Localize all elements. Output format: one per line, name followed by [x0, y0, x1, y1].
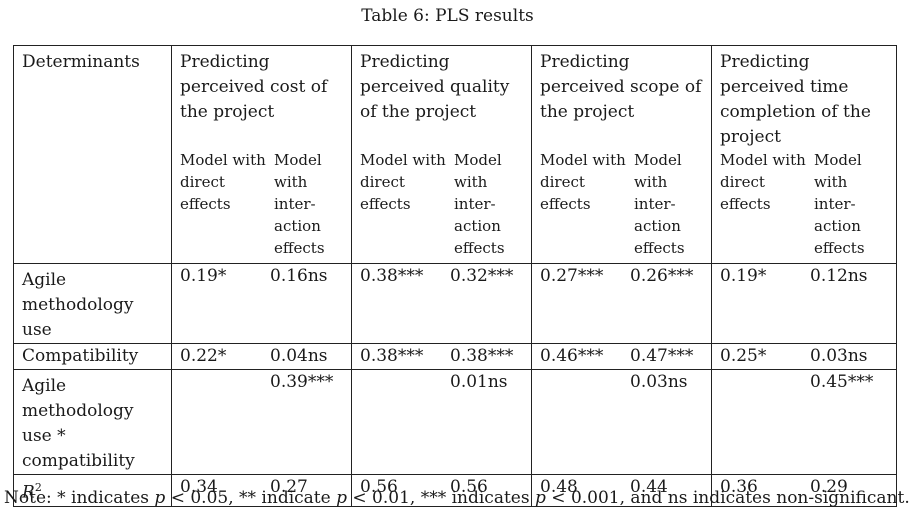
cell-value: 0.03ns [630, 372, 688, 392]
cell-value [172, 370, 270, 395]
row-label: Agile methodology use * compatibility [13, 369, 172, 475]
cell-value: 0.36 [720, 477, 758, 497]
cell-value [712, 370, 810, 395]
cell-value: 0.16ns [270, 266, 328, 286]
cell-value: 0.45*** [810, 372, 874, 392]
cell-value: 0.39*** [270, 372, 334, 392]
cell-value: 0.25* [720, 346, 767, 366]
note-p: p [535, 488, 546, 508]
cell-value: 0.29 [810, 477, 848, 497]
note-text: < 0.01, *** indicates [352, 488, 530, 508]
subheader-direct: Model with direct effects [720, 151, 806, 213]
cell-value: 0.26*** [630, 266, 694, 286]
pls-results-table: Determinants Predicting perceived cost o… [13, 45, 897, 507]
table-header-row: Determinants Predicting perceived cost o… [13, 45, 897, 264]
table-row: Compatibility 0.22* 0.04ns 0.38*** 0.38***… [13, 343, 897, 370]
cell-value: 0.27 [270, 477, 308, 497]
cell-value: 0.38*** [360, 266, 424, 286]
subheader-interaction: Model with inter-action effects [634, 151, 685, 257]
subheader-direct: Model with direct effects [180, 151, 266, 213]
header-group-quality: Predicting perceived quality of the proj… [351, 45, 532, 264]
cell-value: 0.38*** [450, 346, 514, 366]
cell-value: 0.12ns [810, 266, 868, 286]
cell-value: 0.27*** [540, 266, 604, 286]
header-group-scope: Predicting perceived scope of the projec… [531, 45, 712, 264]
note-p: p [154, 488, 166, 508]
group-title: Predicting perceived scope of the projec… [540, 52, 702, 122]
group-title: Predicting perceived quality of the proj… [360, 52, 510, 122]
subheader-direct: Model with direct effects [540, 151, 626, 213]
subheader-interaction: Model with inter-action effects [274, 151, 325, 257]
cell-value: 0.38*** [360, 346, 424, 366]
cell-value: 0.44 [630, 477, 668, 497]
row-label: Compatibility [13, 343, 172, 370]
table-note: Note: * indicates p < 0.05, ** indicate … [4, 488, 910, 508]
subheader-direct: Model with direct effects [360, 151, 446, 213]
cell-value: 0.34 [180, 477, 218, 497]
cell-value: 0.48 [540, 477, 578, 497]
header-determinants: Determinants [13, 45, 172, 264]
note-text: < 0.001, and ns indicates non-significan… [551, 488, 910, 508]
table-caption: Table 6: PLS results [361, 6, 534, 26]
header-group-time: Predicting perceived time completion of … [711, 45, 897, 264]
subheader-interaction: Model with inter-action effects [454, 151, 505, 257]
cell-value: 0.46*** [540, 346, 604, 366]
note-p: p [336, 488, 347, 508]
cell-value: 0.01ns [450, 372, 508, 392]
group-title: Predicting perceived cost of the project [180, 52, 328, 122]
cell-value: 0.47*** [630, 346, 694, 366]
header-group-cost: Predicting perceived cost of the project… [171, 45, 352, 264]
cell-value: 0.19* [180, 266, 227, 286]
row-label: Agile methodology use [13, 263, 172, 344]
cell-value: 0.03ns [810, 346, 868, 366]
cell-value: 0.19* [720, 266, 767, 286]
cell-value [532, 370, 630, 395]
cell-value: 0.04ns [270, 346, 328, 366]
note-text: < 0.05, ** indicate [170, 488, 331, 508]
table-row: Agile methodology use * compatibility 0.… [13, 369, 897, 475]
cell-value: 0.56 [450, 477, 488, 497]
cell-value: 0.32*** [450, 266, 514, 286]
group-title: Predicting perceived time completion of … [720, 52, 871, 147]
note-text: Note: * indicates [4, 488, 150, 508]
table-row: R2 0.34 0.27 0.56 0.56 0.48 0.44 0.36 0.29 [13, 474, 897, 507]
cell-value [352, 370, 450, 395]
subheader-interaction: Model with inter-action effects [814, 151, 865, 257]
cell-value: 0.22* [180, 346, 227, 366]
table-row: Agile methodology use 0.19* 0.16ns 0.38**… [13, 263, 897, 344]
row-label-r-squared: R2 [13, 474, 172, 507]
cell-value: 0.56 [360, 477, 398, 497]
